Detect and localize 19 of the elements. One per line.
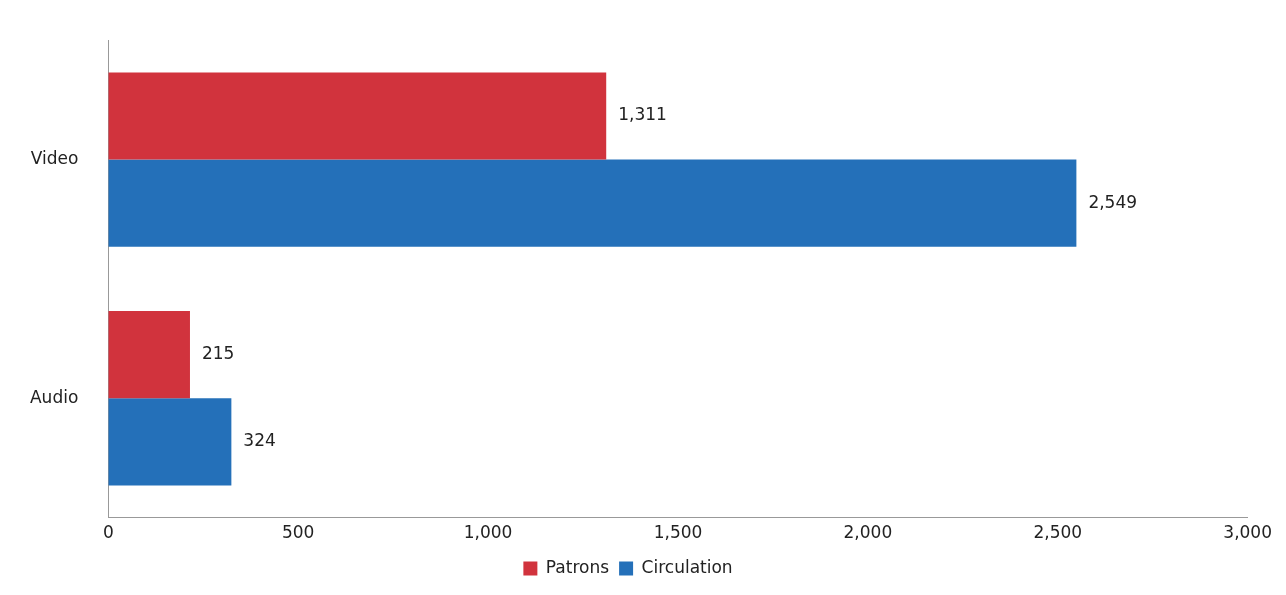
y-tick-label: Audio	[29, 386, 79, 407]
bar	[108, 72, 607, 160]
x-tick-label: 2,000	[843, 522, 893, 543]
data-label: 215	[201, 343, 235, 364]
x-tick-label: 2,500	[1033, 522, 1083, 543]
x-tick-label: 1,500	[653, 522, 703, 543]
x-tick-label: 500	[281, 522, 315, 543]
data-label: 2,549	[1088, 191, 1138, 212]
y-tick-label: Video	[30, 147, 79, 168]
x-tick-label: 3,000	[1223, 522, 1272, 543]
x-tick-label: 1,000	[463, 522, 513, 543]
bar	[108, 159, 1077, 247]
legend-label: Patrons	[545, 556, 610, 577]
x-tick-label: 0	[102, 522, 114, 543]
legend-label: Circulation	[641, 556, 733, 577]
data-label: 324	[243, 430, 276, 451]
bar	[108, 311, 190, 399]
bar	[108, 398, 232, 486]
data-label: 1,311	[618, 104, 667, 125]
